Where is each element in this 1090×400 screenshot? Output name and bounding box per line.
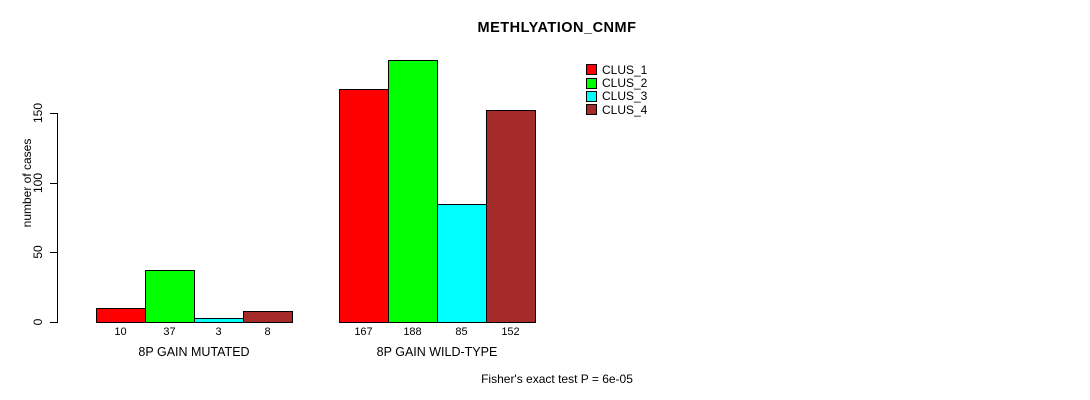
bar <box>194 318 244 323</box>
y-axis-tick <box>50 182 57 184</box>
legend-row: CLUS_3 <box>586 90 647 103</box>
y-axis-tick-label: 100 <box>31 172 45 193</box>
legend-label: CLUS_4 <box>602 102 648 117</box>
bar-value-label: 8 <box>264 326 271 338</box>
legend-label: CLUS_1 <box>602 62 648 77</box>
legend-row: CLUS_2 <box>586 76 647 89</box>
legend-swatch <box>586 90 597 102</box>
legend-swatch <box>586 104 597 116</box>
legend-row: CLUS_1 <box>586 63 647 76</box>
bar-value-label: 10 <box>114 326 127 338</box>
bar <box>96 308 146 323</box>
y-axis-tick <box>50 322 57 323</box>
y-axis-tick <box>50 113 57 114</box>
y-axis-tick-label: 0 <box>31 318 45 326</box>
y-axis-line <box>57 113 58 323</box>
bar-value-label: 167 <box>354 326 373 338</box>
bar <box>486 110 536 323</box>
y-axis-tick-label: 50 <box>31 245 45 260</box>
bar <box>388 60 438 323</box>
bar <box>339 89 389 323</box>
bar-value-label: 37 <box>163 326 176 338</box>
fisher-test-caption: Fisher's exact test P = 6e-05 <box>481 372 633 386</box>
bar-value-label: 85 <box>455 326 468 338</box>
legend-swatch <box>586 77 597 89</box>
legend-row: CLUS_4 <box>586 103 647 116</box>
bar <box>243 311 293 323</box>
legend: CLUS_1 CLUS_2 CLUS_3 CLUS_4 <box>586 63 647 117</box>
bar-value-label: 3 <box>215 326 222 338</box>
y-axis-tick <box>50 252 57 254</box>
chart-title: METHLYATION_CNMF <box>477 20 637 36</box>
bar-value-label: 152 <box>501 326 520 338</box>
legend-swatch <box>586 64 597 76</box>
group-label: 8P GAIN MUTATED <box>138 345 250 359</box>
group-label: 8P GAIN WILD-TYPE <box>376 345 498 359</box>
legend-label: CLUS_3 <box>602 89 648 104</box>
y-axis-tick-label: 150 <box>31 102 45 124</box>
bar <box>437 204 487 323</box>
bar-value-label: 188 <box>403 326 422 338</box>
legend-label: CLUS_2 <box>602 76 648 91</box>
bar <box>145 270 195 323</box>
